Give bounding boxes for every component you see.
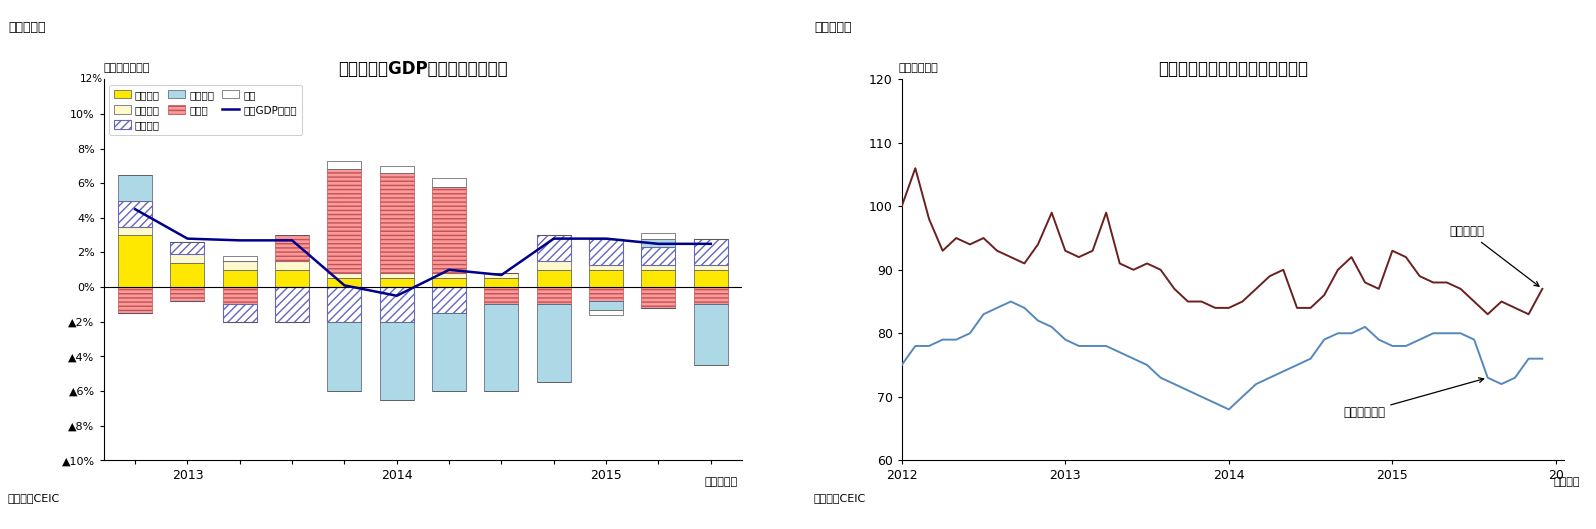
Bar <box>485 273 519 278</box>
Text: （四半期）: （四半期） <box>704 477 737 487</box>
Bar <box>327 161 361 169</box>
Bar <box>223 256 257 261</box>
Bar <box>485 278 519 287</box>
Bar <box>433 273 466 278</box>
Bar <box>171 254 204 263</box>
Bar <box>118 200 152 226</box>
Bar <box>694 239 728 264</box>
Title: タイの企業景況感と消費者信頼感: タイの企業景況感と消費者信頼感 <box>1159 60 1307 78</box>
Bar <box>485 287 519 304</box>
Bar <box>380 322 413 399</box>
Bar <box>275 261 310 270</box>
Bar <box>118 226 152 235</box>
Text: （資料）CEIC: （資料）CEIC <box>8 492 61 503</box>
Bar <box>694 270 728 287</box>
Bar <box>642 247 675 264</box>
Bar <box>536 270 571 287</box>
Bar <box>327 278 361 287</box>
Bar <box>642 239 675 247</box>
Bar <box>642 270 675 287</box>
Bar <box>275 270 310 287</box>
Bar <box>589 287 622 301</box>
Bar <box>118 235 152 287</box>
Bar <box>327 169 361 273</box>
Bar <box>171 263 204 287</box>
Text: 消費者信頼感: 消費者信頼感 <box>1344 378 1484 419</box>
Bar <box>223 261 257 270</box>
Bar <box>327 287 361 322</box>
Bar <box>275 235 310 261</box>
Bar <box>380 273 413 278</box>
Bar <box>589 301 622 309</box>
Bar <box>589 270 622 287</box>
Bar <box>433 287 466 313</box>
Bar <box>536 261 571 270</box>
Bar <box>275 287 310 322</box>
Text: （前年同期比）: （前年同期比） <box>104 63 150 74</box>
Bar <box>642 264 675 270</box>
Text: （資料）CEIC: （資料）CEIC <box>814 492 867 503</box>
Bar <box>694 304 728 365</box>
Text: （ポイント）: （ポイント） <box>899 63 938 74</box>
Bar <box>536 287 571 304</box>
Bar <box>536 304 571 382</box>
Bar <box>694 264 728 270</box>
Bar <box>433 313 466 391</box>
Bar <box>485 304 519 391</box>
Text: （月次）: （月次） <box>1553 477 1580 487</box>
Bar <box>171 287 204 301</box>
Bar <box>380 287 413 322</box>
Bar <box>118 175 152 200</box>
Bar <box>589 264 622 270</box>
Bar <box>433 187 466 273</box>
Bar <box>380 173 413 273</box>
Text: 12%: 12% <box>80 75 102 84</box>
Bar <box>433 178 466 187</box>
Text: （図表１）: （図表１） <box>8 21 45 34</box>
Title: タイの実質GDP成長率（需要側）: タイの実質GDP成長率（需要側） <box>338 60 508 78</box>
Bar <box>118 287 152 313</box>
Bar <box>536 235 571 261</box>
Bar <box>589 309 622 315</box>
Legend: 家計消費, 政府消費, 資本投資, 在庫変動, 純輸出, 誤差, 実質GDP成長率: 家計消費, 政府消費, 資本投資, 在庫変動, 純輸出, 誤差, 実質GDP成長… <box>109 85 302 135</box>
Bar <box>223 287 257 304</box>
Bar <box>327 273 361 278</box>
Bar <box>223 304 257 322</box>
Text: （図表２）: （図表２） <box>814 21 851 34</box>
Bar <box>589 239 622 264</box>
Bar <box>694 287 728 304</box>
Bar <box>380 278 413 287</box>
Bar <box>433 278 466 287</box>
Bar <box>380 166 413 173</box>
Bar <box>642 233 675 239</box>
Text: 産業景況感: 産業景況感 <box>1449 225 1539 286</box>
Bar <box>223 270 257 287</box>
Bar <box>327 322 361 391</box>
Bar <box>171 242 204 254</box>
Bar <box>642 287 675 308</box>
